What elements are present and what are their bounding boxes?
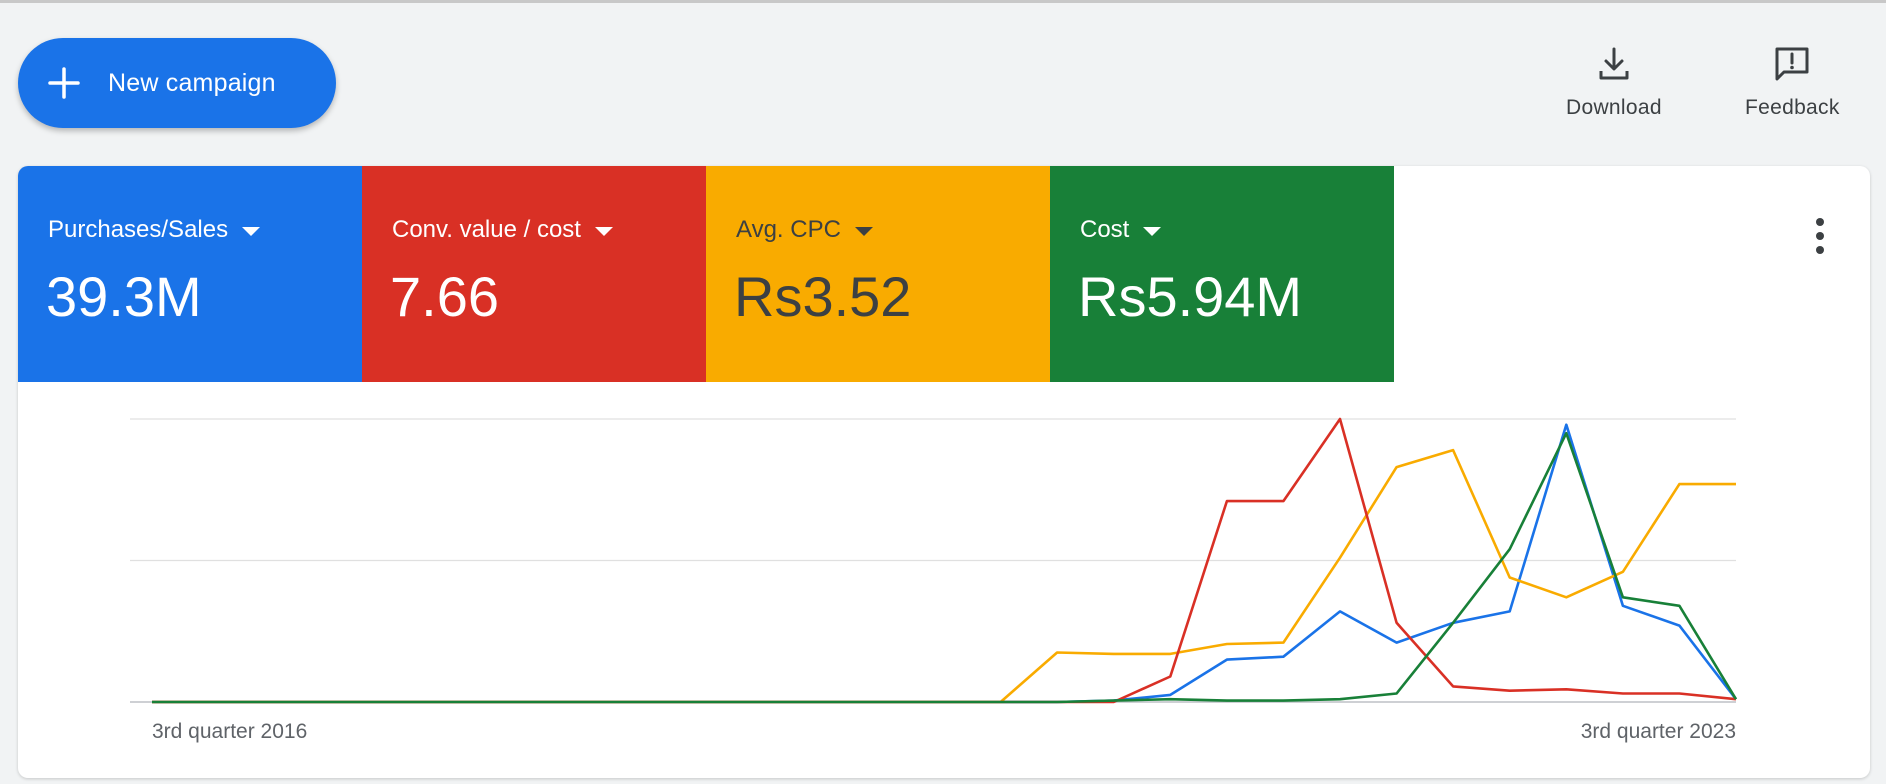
metric-name: Purchases/Sales (48, 216, 229, 243)
top-divider (0, 0, 1886, 3)
series-line-2 (152, 448, 1736, 704)
metric-name: Conv. value / cost (392, 216, 581, 243)
metric-value: 39.3M (46, 265, 202, 328)
metric-selector-purchases[interactable]: Purchases/Sales (48, 216, 261, 244)
caret-down-icon (854, 226, 873, 236)
metric-tile-conv-value-cost[interactable]: Conv. value / cost 7.66 (362, 166, 706, 382)
download-label: Download (1566, 96, 1662, 119)
feedback-button[interactable]: Feedback (1745, 44, 1840, 120)
metric-selector-conv-value-cost[interactable]: Conv. value / cost (392, 216, 613, 244)
caret-down-icon (594, 226, 613, 236)
metric-name: Cost (1080, 216, 1130, 243)
new-campaign-button[interactable]: New campaign (18, 38, 336, 128)
more-vert-icon[interactable] (1814, 216, 1826, 256)
series-line-3 (152, 431, 1738, 704)
download-button[interactable]: Download (1566, 44, 1662, 120)
performance-card: Purchases/Sales 39.3M Conv. value / cost… (18, 166, 1870, 778)
feedback-icon (1775, 47, 1809, 81)
metric-tile-avg-cpc[interactable]: Avg. CPC Rs3.52 (706, 166, 1050, 382)
metric-name: Avg. CPC (736, 216, 841, 243)
plus-icon (48, 67, 80, 99)
caret-down-icon (1143, 226, 1162, 236)
performance-chart (130, 417, 1738, 704)
metric-tile-purchases[interactable]: Purchases/Sales 39.3M (18, 166, 362, 382)
metric-value: 7.66 (390, 265, 499, 328)
caret-down-icon (242, 226, 261, 236)
x-axis-start-label: 3rd quarter 2016 (152, 720, 308, 743)
metric-value: Rs5.94M (1078, 265, 1303, 328)
download-icon (1599, 47, 1629, 80)
metric-value: Rs3.52 (734, 265, 912, 328)
metric-tile-cost[interactable]: Cost Rs5.94M (1050, 166, 1394, 382)
metric-selector-avg-cpc[interactable]: Avg. CPC (736, 216, 873, 244)
feedback-label: Feedback (1745, 96, 1840, 119)
metric-selector-cost[interactable]: Cost (1080, 216, 1162, 244)
x-axis-end-label: 3rd quarter 2023 (1580, 720, 1736, 743)
new-campaign-label: New campaign (108, 68, 276, 97)
